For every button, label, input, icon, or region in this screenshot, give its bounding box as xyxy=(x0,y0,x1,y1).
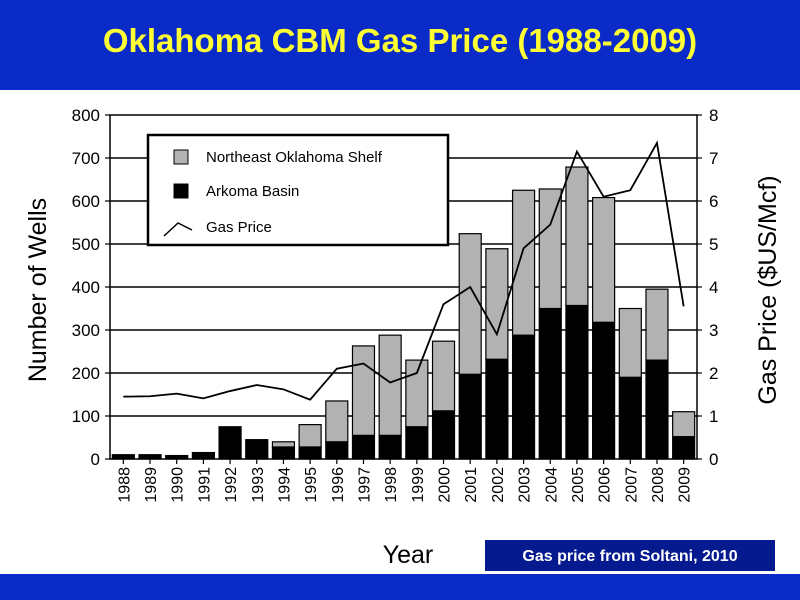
x-tick-label: 1989 xyxy=(143,467,160,503)
y-tick-label: 100 xyxy=(72,407,100,426)
x-tick-label: 2003 xyxy=(517,467,534,503)
bar-arkoma-basin-1991 xyxy=(191,451,215,460)
bar-northeast-oklahoma-shelf-1997 xyxy=(351,345,376,436)
x-tick-label: 1991 xyxy=(196,467,213,503)
bar-northeast-oklahoma-shelf-1994 xyxy=(271,441,296,448)
x-tick-label: 1998 xyxy=(383,467,400,503)
legend-box xyxy=(146,133,450,247)
y-tick-label: 0 xyxy=(91,450,100,469)
x-tick-label: 2000 xyxy=(437,467,454,503)
bar-northeast-oklahoma-shelf-2008 xyxy=(645,288,669,361)
y-tick-label: 600 xyxy=(72,192,100,211)
bar-arkoma-basin-2008 xyxy=(645,359,669,460)
bar-northeast-oklahoma-shelf-2009 xyxy=(672,411,696,438)
y-axis-label: Number of Wells xyxy=(24,198,52,382)
y-tick-label: 300 xyxy=(72,321,100,340)
x-tick-label: 1997 xyxy=(356,467,373,503)
x-tick-label: 2002 xyxy=(490,467,507,503)
legend-label-northeast-oklahoma-shelf: Northeast Oklahoma Shelf xyxy=(206,149,383,166)
bar-arkoma-basin-1994 xyxy=(271,446,296,460)
y-tick-label: 700 xyxy=(72,149,100,168)
x-tick-label: 1995 xyxy=(303,467,320,503)
y2-tick-label: 3 xyxy=(709,321,718,340)
x-tick-label: 2006 xyxy=(597,467,614,503)
bottom-band xyxy=(0,574,800,600)
bar-arkoma-basin-2004 xyxy=(538,307,562,460)
x-tick-label: 2001 xyxy=(463,467,480,503)
left-axis-ticks: 0 100 200 300 400 500 600 700 800 xyxy=(72,106,110,469)
bar-northeast-oklahoma-shelf-2002 xyxy=(485,248,509,360)
y-tick-label: 400 xyxy=(72,278,100,297)
bar-northeast-oklahoma-shelf-1999 xyxy=(405,359,429,428)
right-axis-ticks: 0 1 2 3 4 5 6 7 8 xyxy=(697,106,718,469)
y2-tick-label: 1 xyxy=(709,407,718,426)
y-tick-label: 200 xyxy=(72,364,100,383)
bar-arkoma-basin-2005 xyxy=(565,304,589,460)
x-tick-label: 2004 xyxy=(543,467,560,503)
bar-northeast-oklahoma-shelf-2005 xyxy=(565,166,589,307)
x-tick-label: 1999 xyxy=(410,467,427,503)
y2-tick-label: 4 xyxy=(709,278,718,297)
bar-northeast-oklahoma-shelf-2007 xyxy=(618,307,642,378)
bar-arkoma-basin-2002 xyxy=(485,358,509,460)
y2-tick-label: 7 xyxy=(709,149,718,168)
bar-northeast-oklahoma-shelf-2000 xyxy=(431,340,456,412)
legend-label-gas-price: Gas Price xyxy=(206,219,272,236)
bar-arkoma-basin-1998 xyxy=(378,434,402,460)
bar-arkoma-basin-1993 xyxy=(245,439,269,460)
bar-northeast-oklahoma-shelf-2006 xyxy=(592,196,616,323)
title-band xyxy=(0,0,800,90)
bar-arkoma-basin-2001 xyxy=(458,373,482,460)
x-tick-label: 2005 xyxy=(570,467,587,503)
x-axis-label: Year xyxy=(383,541,434,569)
bar-arkoma-basin-2003 xyxy=(511,334,536,460)
x-tick-label: 1994 xyxy=(276,467,293,503)
bar-arkoma-basin-1999 xyxy=(405,426,429,460)
x-axis-ticks: 1988 1989 1990 1991 1992 1993 1994 1995 1996 1997… xyxy=(116,459,694,503)
gas-price-line xyxy=(123,140,685,401)
x-tick-label: 2008 xyxy=(650,467,667,503)
y2-tick-label: 6 xyxy=(709,192,718,211)
bar-arkoma-basin-1992 xyxy=(218,426,242,460)
bar-northeast-oklahoma-shelf-2004 xyxy=(538,188,562,310)
legend-label-arkoma-basin: Arkoma Basin xyxy=(206,183,299,200)
x-tick-label: 2009 xyxy=(677,467,694,503)
y2-axis-label: Gas Price ($US/Mcf) xyxy=(754,175,782,404)
bar-arkoma-basin-1995 xyxy=(298,446,322,460)
y2-tick-label: 2 xyxy=(709,364,718,383)
legend-swatch-gas-price xyxy=(163,222,193,237)
bar-northeast-oklahoma-shelf-1998 xyxy=(378,334,402,436)
y-tick-label: 500 xyxy=(72,235,100,254)
bar-arkoma-basin-2006 xyxy=(592,321,616,460)
x-tick-label: 1992 xyxy=(223,467,240,503)
bars xyxy=(111,166,696,460)
source-note: Gas price from Soltani, 2010 xyxy=(484,539,776,572)
bar-northeast-oklahoma-shelf-1996 xyxy=(325,400,349,443)
y-tick-label: 800 xyxy=(72,106,100,125)
bar-arkoma-basin-1996 xyxy=(325,441,349,460)
x-tick-label: 2007 xyxy=(623,467,640,503)
bar-arkoma-basin-2009 xyxy=(672,436,696,460)
legend-swatch-northeast-oklahoma-shelf xyxy=(173,149,189,165)
bar-northeast-oklahoma-shelf-2003 xyxy=(511,189,536,336)
x-tick-label: 1993 xyxy=(250,467,267,503)
x-tick-label: 1996 xyxy=(330,467,347,503)
line-gas-price xyxy=(123,140,685,401)
bar-arkoma-basin-1997 xyxy=(351,434,376,460)
y2-tick-label: 0 xyxy=(709,450,718,469)
bar-northeast-oklahoma-shelf-2001 xyxy=(458,233,482,375)
bar-arkoma-basin-2000 xyxy=(431,410,456,460)
x-tick-label: 1988 xyxy=(116,467,133,503)
bar-arkoma-basin-2007 xyxy=(618,376,642,460)
legend: Northeast Oklahoma Shelf Arkoma Basin Ga… xyxy=(146,133,450,247)
bar-northeast-oklahoma-shelf-1995 xyxy=(298,424,322,448)
legend-swatch-arkoma-basin xyxy=(173,183,189,199)
y2-tick-label: 5 xyxy=(709,235,718,254)
x-tick-label: 1990 xyxy=(170,467,187,503)
slide-title: Oklahoma CBM Gas Price (1988-2009) xyxy=(102,22,698,59)
y2-tick-label: 8 xyxy=(709,106,718,125)
